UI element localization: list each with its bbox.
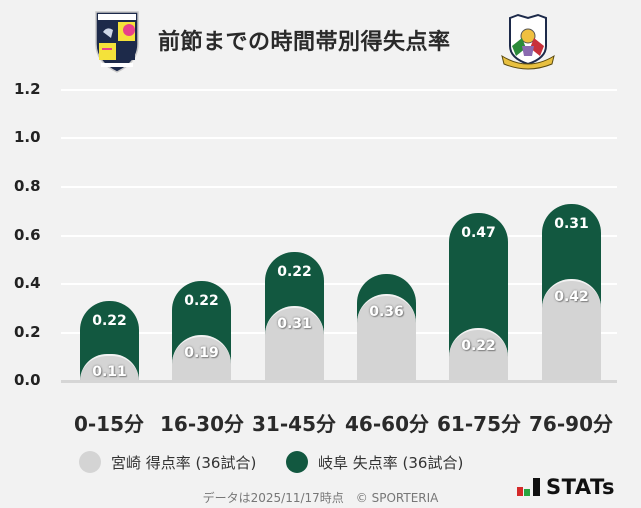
x-axis-baseline <box>61 380 617 383</box>
y-tick-label: 0.8 <box>14 177 41 195</box>
gridline <box>61 137 617 139</box>
value-label-away: 0.22 <box>92 312 127 329</box>
legend-label-home: 宮崎 得点率 (36試合) <box>111 453 257 472</box>
stats-logo-bar <box>524 489 530 496</box>
value-label-home: 0.19 <box>184 344 219 361</box>
gridline <box>61 89 617 91</box>
bar-home <box>172 334 231 381</box>
x-tick-label: 16-30分 <box>160 412 244 436</box>
x-tick-label: 0-15分 <box>73 412 145 436</box>
stats-logo-bar <box>533 478 540 496</box>
legend-item-away: 岐阜 失点率 (36試合) <box>286 450 463 474</box>
x-tick-label: 31-45分 <box>252 412 336 436</box>
value-label-away: 0.22 <box>184 293 219 310</box>
y-tick-label: 1.2 <box>14 80 41 98</box>
bar-home <box>265 305 324 381</box>
value-label-home: 0.42 <box>554 288 589 305</box>
miyazaki-crest-icon <box>95 11 139 73</box>
legend-swatch-home <box>79 451 101 473</box>
bar-home <box>542 278 601 381</box>
value-label-away: 0.31 <box>554 215 589 232</box>
value-label-home: 0.11 <box>92 364 127 381</box>
legend-label-away: 岐阜 失点率 (36試合) <box>318 453 464 472</box>
y-tick-label: 0.6 <box>14 226 41 244</box>
value-label-away: 0.47 <box>461 225 496 242</box>
value-label-home: 0.31 <box>277 315 312 332</box>
bar-home <box>357 293 416 381</box>
y-tick-label: 1.0 <box>14 128 41 146</box>
x-tick-label: 76-90分 <box>529 412 613 436</box>
legend-swatch-away <box>286 451 308 473</box>
fc-gifu-crest-icon <box>501 13 555 70</box>
legend-item-home: 宮崎 得点率 (36試合) <box>79 450 256 474</box>
gridline <box>61 332 617 334</box>
chart-title: 前節までの時間帯別得失点率 <box>158 30 451 55</box>
value-label-away: 0.22 <box>277 264 312 281</box>
y-tick-label: 0.0 <box>14 371 41 389</box>
gridline <box>61 283 617 285</box>
gridline <box>61 235 617 237</box>
footer-note: データは2025/11/17時点 © SPORTERIA <box>202 491 439 505</box>
value-label-home: 0.36 <box>369 303 404 320</box>
stats-brand: STATs <box>517 475 615 499</box>
chart-header: 前節までの時間帯別得失点率 <box>0 0 641 80</box>
y-tick-label: 0.4 <box>14 274 41 292</box>
y-tick-label: 0.2 <box>14 323 41 341</box>
value-label-home: 0.22 <box>461 337 496 354</box>
x-tick-label: 46-60分 <box>345 412 429 436</box>
bar-home <box>449 327 508 381</box>
stats-brand-text: STATs <box>546 475 615 499</box>
gridline <box>61 186 617 188</box>
x-tick-label: 61-75分 <box>437 412 521 436</box>
stats-logo-icon <box>517 487 523 496</box>
